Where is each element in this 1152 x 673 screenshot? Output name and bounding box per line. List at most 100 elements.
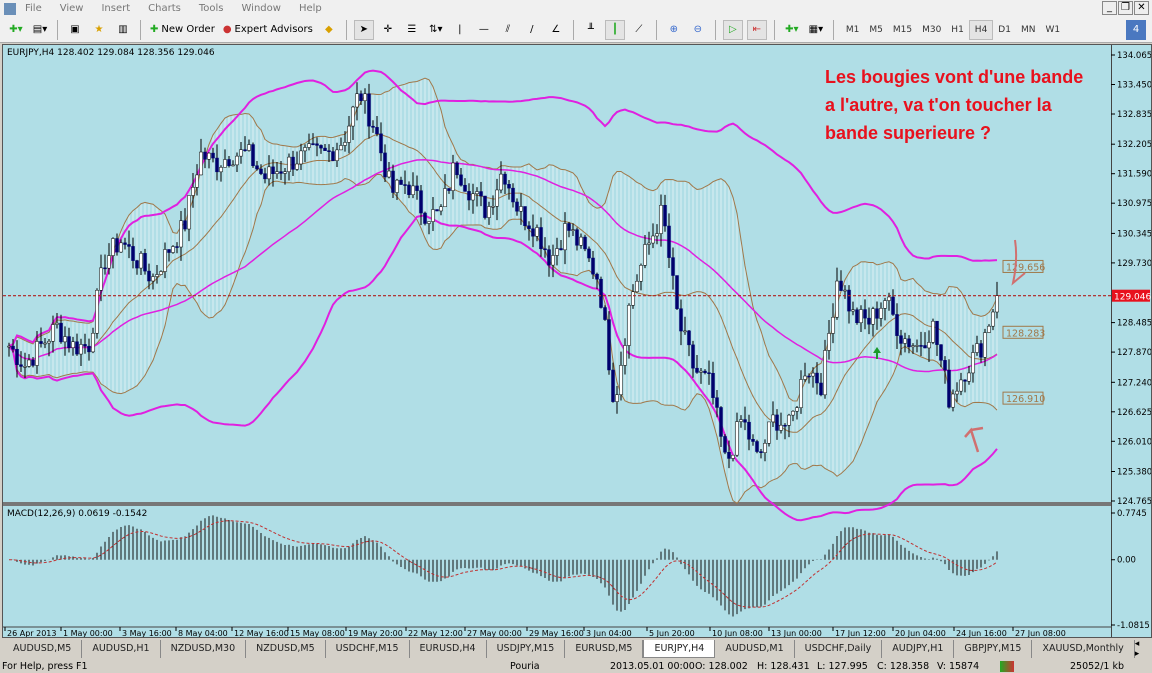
- timeframe-m5[interactable]: M5: [869, 24, 883, 35]
- cursor-button[interactable]: ➤: [353, 19, 374, 40]
- expert-advisors-button[interactable]: ● Expert Advisors: [221, 20, 315, 40]
- timeframe-w1[interactable]: W1: [1045, 24, 1061, 35]
- candle-body: [499, 173, 503, 191]
- minimize-button[interactable]: _: [1102, 1, 1117, 15]
- candle: [175, 242, 179, 254]
- close-button[interactable]: ✕: [1134, 1, 1149, 15]
- status-close: C: 128.358: [877, 661, 930, 672]
- chart-tab[interactable]: AUDUSD,M1: [715, 640, 795, 658]
- autoscroll-button[interactable]: ▷: [722, 19, 743, 40]
- candle: [775, 409, 779, 440]
- chart-window[interactable]: 129.046 129.656 128.283 126.910 134.065 133.4…: [2, 44, 1152, 638]
- menu-charts[interactable]: Charts: [148, 3, 181, 14]
- candle: [203, 147, 207, 169]
- notifications-button[interactable]: 4: [1126, 19, 1146, 40]
- line-chart-button[interactable]: ⟋: [629, 20, 649, 40]
- chart-tab[interactable]: NZDUSD,M30: [161, 640, 247, 658]
- menu-help[interactable]: Help: [298, 3, 322, 14]
- bar-chart-button[interactable]: ╨: [581, 20, 601, 40]
- candle-body: [99, 267, 103, 291]
- new-order-button[interactable]: ✚ New Order: [148, 20, 217, 40]
- timeframe-m15[interactable]: M15: [892, 24, 913, 35]
- candle: [135, 259, 139, 275]
- candle: [167, 249, 171, 262]
- menu-view[interactable]: View: [59, 3, 84, 14]
- candle: [479, 181, 483, 207]
- restore-button[interactable]: ❐: [1118, 1, 1133, 15]
- candle: [819, 373, 823, 397]
- candle: [863, 299, 867, 330]
- candle-chart-button[interactable]: ┃: [604, 19, 625, 40]
- chart-tab[interactable]: AUDJPY,H1: [882, 640, 955, 658]
- chart-tab[interactable]: EURJPY,H4: [643, 640, 716, 658]
- candle-body: [95, 289, 99, 334]
- angle-button[interactable]: ∠: [546, 20, 566, 40]
- y-tick-label: 124.765: [1117, 497, 1151, 507]
- menu-tools[interactable]: Tools: [198, 3, 224, 14]
- price-chart[interactable]: 129.046 129.656 128.283 126.910 134.065 133.4…: [3, 45, 1152, 638]
- menu-file[interactable]: File: [25, 3, 42, 14]
- zoom-out-button[interactable]: ⊖: [688, 20, 708, 40]
- templates-button[interactable]: ▦▾: [806, 20, 826, 40]
- candle: [503, 171, 507, 194]
- candle-body: [427, 221, 431, 224]
- chart-tab[interactable]: EURUSD,M5: [565, 640, 644, 658]
- timeframe-h4[interactable]: H4: [968, 19, 994, 40]
- x-tick-label: 29 May 16:00: [529, 629, 584, 637]
- timeframe-d1[interactable]: D1: [998, 24, 1011, 35]
- candle: [207, 152, 211, 169]
- x-tick-label: 24 Jun 16:00: [956, 629, 1007, 637]
- alert-button[interactable]: ◆: [319, 20, 339, 40]
- chart-tab[interactable]: USDCHF,Daily: [795, 640, 883, 658]
- chart-tab[interactable]: XAUUSD,Monthly: [1032, 640, 1135, 658]
- menu-insert[interactable]: Insert: [101, 3, 131, 14]
- chart-tab[interactable]: USDCHF,M15: [326, 640, 410, 658]
- trendline-button[interactable]: /: [522, 20, 542, 40]
- candle: [971, 344, 975, 383]
- candle-body: [643, 244, 647, 266]
- tab-scroll-arrows[interactable]: ◂ ▸: [1134, 639, 1140, 659]
- candle: [859, 305, 863, 333]
- candle: [115, 233, 119, 256]
- status-low: L: 127.995: [817, 661, 868, 672]
- candle: [195, 164, 199, 196]
- terminal-button[interactable]: ▥: [113, 20, 133, 40]
- chart-shift-button[interactable]: ⇤: [746, 19, 767, 40]
- status-bar: For Help, press F1 Pouria 2013.05.01 00:…: [0, 660, 1152, 673]
- chart-tab[interactable]: AUDUSD,H1: [82, 640, 161, 658]
- menu-window[interactable]: Window: [241, 3, 281, 14]
- timeframe-m1[interactable]: M1: [845, 24, 860, 35]
- candle: [967, 365, 971, 385]
- channel-button[interactable]: ⫽: [498, 20, 518, 40]
- timeframe-mn[interactable]: MN: [1020, 24, 1036, 35]
- candle-body: [707, 372, 711, 374]
- candle-body: [843, 289, 847, 292]
- candle: [387, 161, 391, 179]
- profiles-button[interactable]: ▤▾: [30, 20, 50, 40]
- candle-body: [915, 345, 919, 347]
- candle-body: [723, 436, 727, 453]
- candle-body: [339, 145, 343, 151]
- chart-tab[interactable]: EURUSD,H4: [410, 640, 487, 658]
- navigator-button[interactable]: ★: [89, 20, 109, 40]
- fibo-button[interactable]: ☰: [402, 20, 422, 40]
- candle: [95, 288, 99, 339]
- chart-tab[interactable]: NZDUSD,M5: [246, 640, 326, 658]
- timeframe-h1[interactable]: H1: [951, 24, 964, 35]
- candle: [919, 331, 923, 357]
- chart-tab[interactable]: AUDUSD,M5: [3, 640, 83, 658]
- candle: [575, 227, 579, 251]
- candle-body: [847, 289, 851, 312]
- market-watch-button[interactable]: ▣: [65, 20, 85, 40]
- candle: [103, 254, 107, 275]
- vertical-line-button[interactable]: |: [450, 20, 470, 40]
- timeframe-m30[interactable]: M30: [922, 24, 942, 35]
- chart-tab[interactable]: GBPJPY,M15: [954, 640, 1033, 658]
- crosshair-button[interactable]: ✛: [378, 20, 398, 40]
- horizontal-line-button[interactable]: —: [474, 20, 494, 40]
- new-chart-button[interactable]: ✚▾: [6, 20, 26, 40]
- indicators-button[interactable]: ✚▾: [782, 20, 802, 40]
- zoom-in-button[interactable]: ⊕: [664, 20, 684, 40]
- chart-tab[interactable]: USDJPY,M15: [487, 640, 566, 658]
- arrows-button[interactable]: ⇅▾: [426, 20, 446, 40]
